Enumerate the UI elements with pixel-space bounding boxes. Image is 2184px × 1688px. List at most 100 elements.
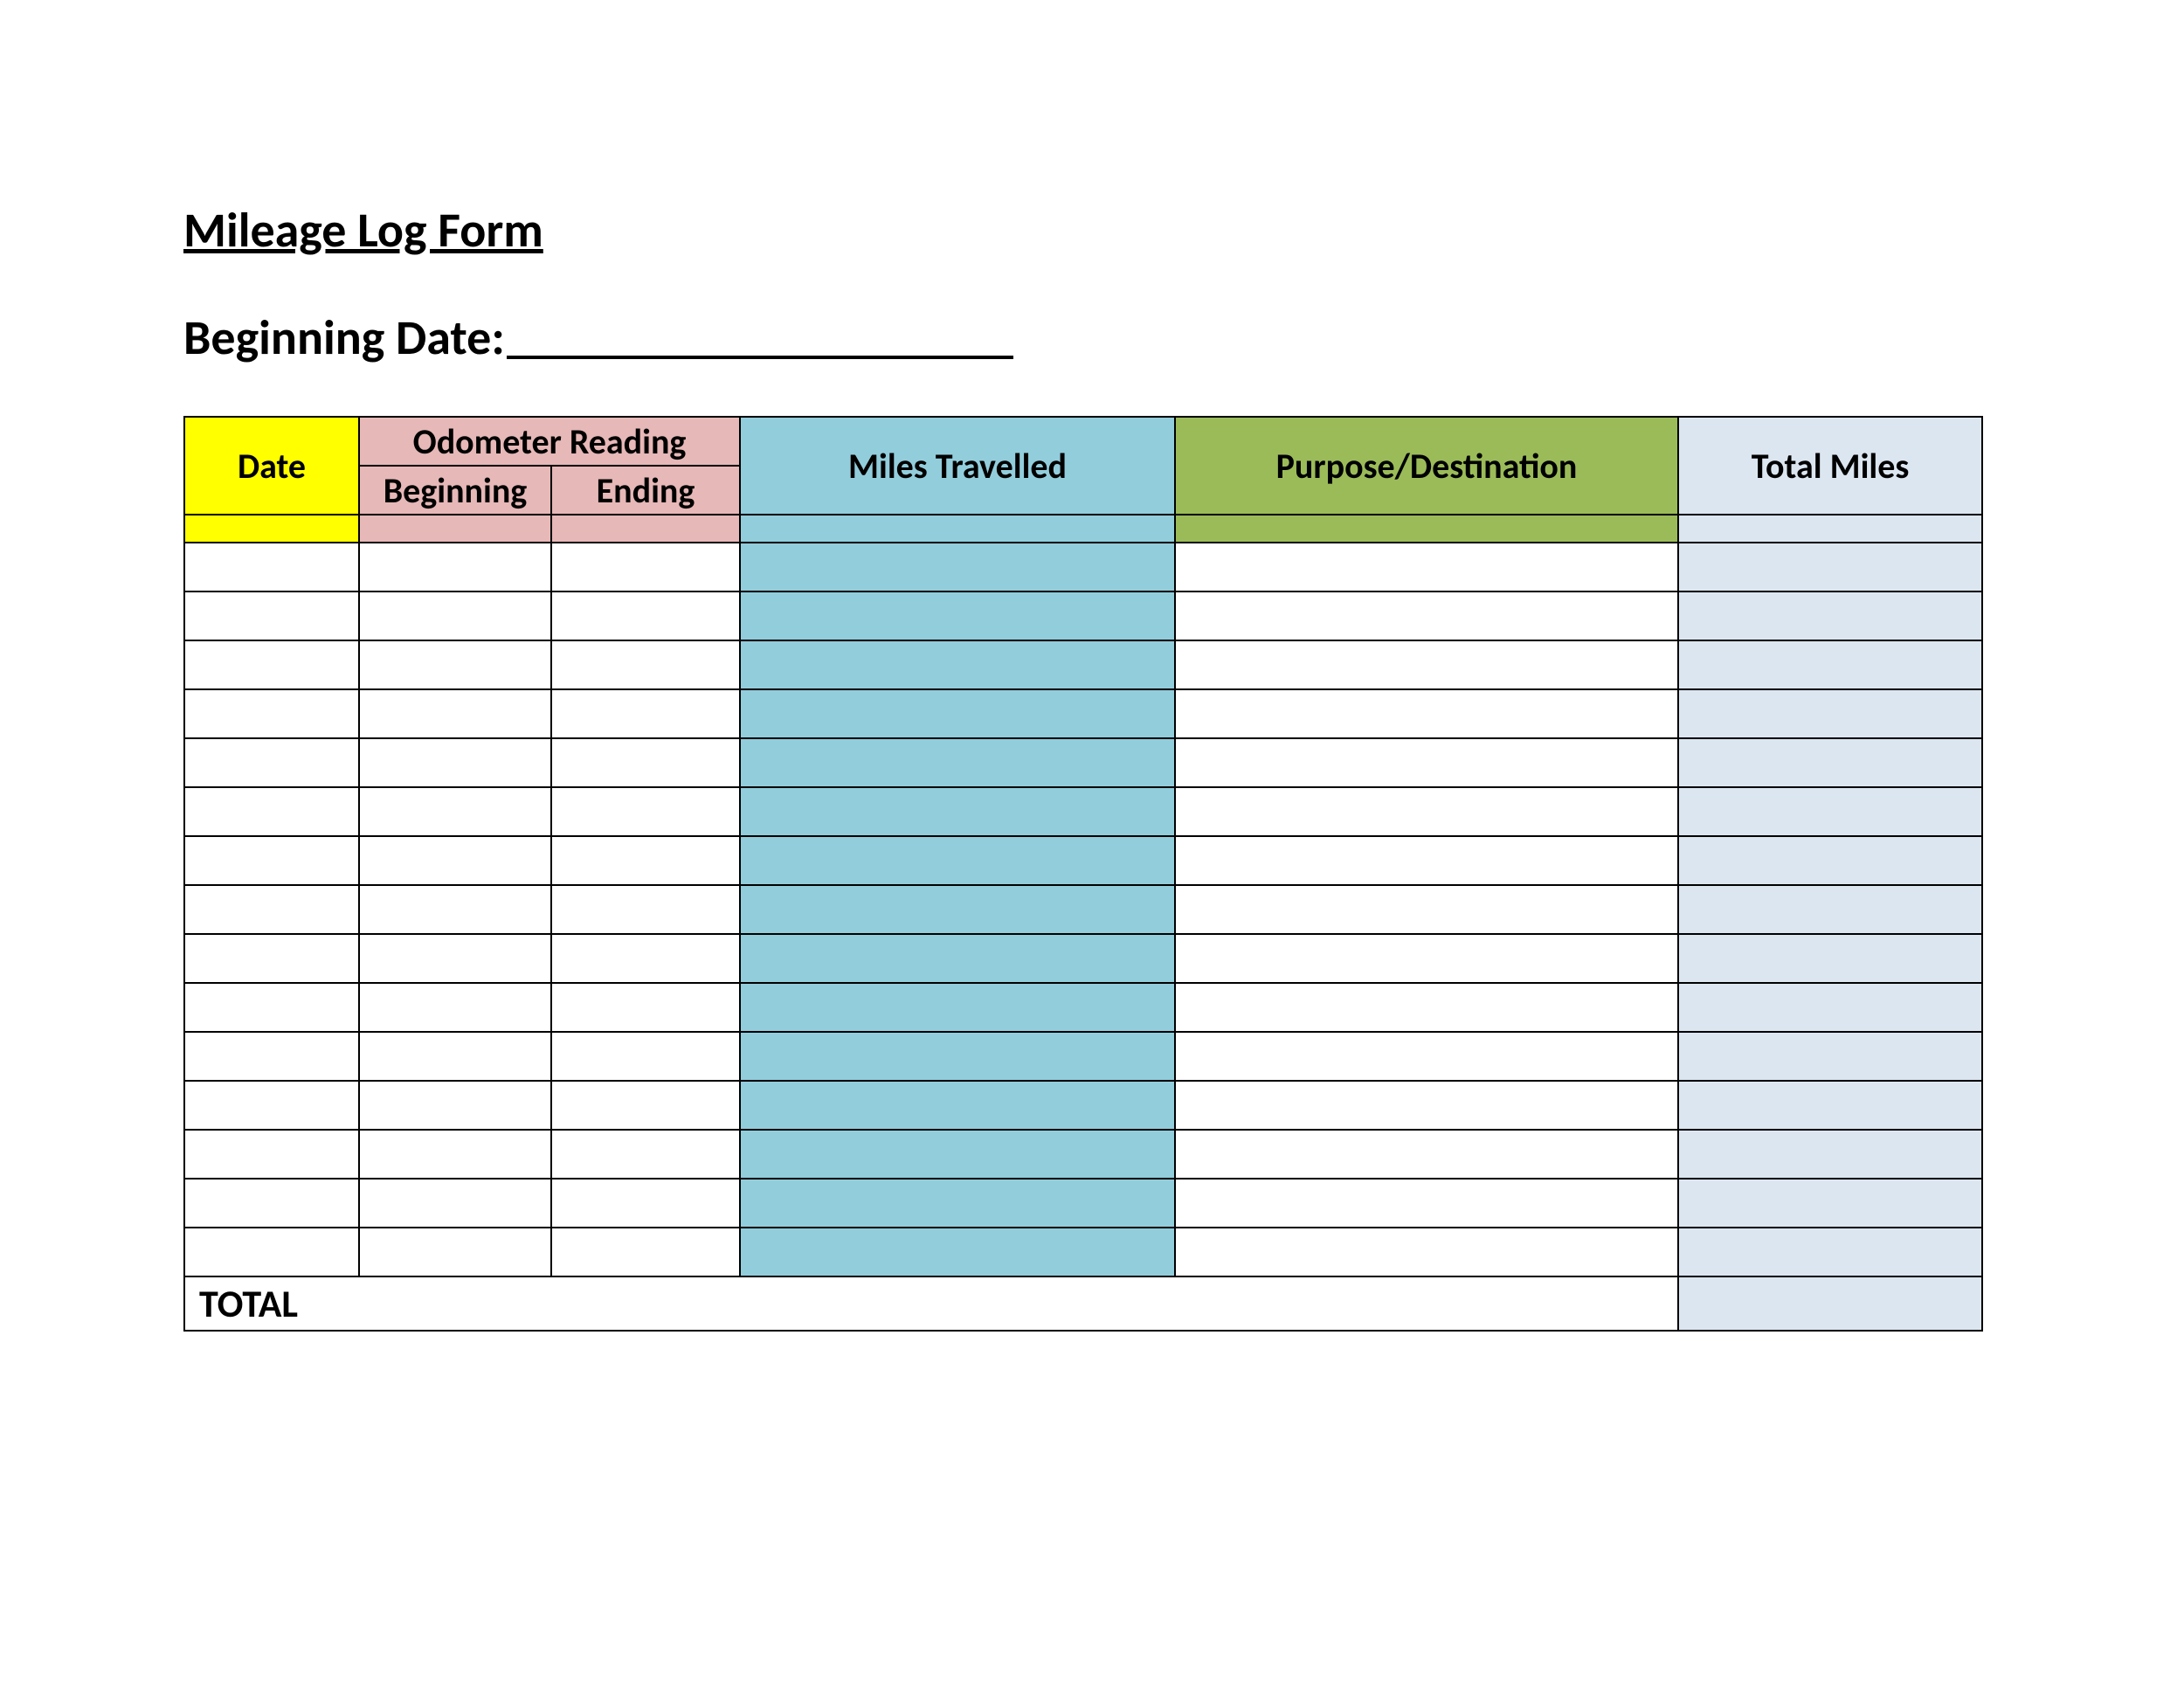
table-header: Date Odometer Reading Miles Travelled Pu… [184,417,1982,543]
cell-total-miles[interactable] [1678,787,1982,836]
cell-ending[interactable] [551,738,740,787]
cell-purpose-destination[interactable] [1175,543,1678,591]
cell-total-miles[interactable] [1678,934,1982,983]
cell-beginning[interactable] [359,1032,551,1081]
cell-total-miles[interactable] [1678,1032,1982,1081]
cell-miles-travelled[interactable] [740,836,1175,885]
cell-miles-travelled[interactable] [740,543,1175,591]
header-total-miles: Total Miles [1678,417,1982,515]
cell-ending[interactable] [551,543,740,591]
cell-total-miles[interactable] [1678,1228,1982,1276]
cell-date[interactable] [184,1179,359,1228]
cell-date[interactable] [184,836,359,885]
cell-ending[interactable] [551,787,740,836]
cell-miles-travelled[interactable] [740,983,1175,1032]
cell-miles-travelled[interactable] [740,689,1175,738]
cell-beginning[interactable] [359,1228,551,1276]
cell-total-miles[interactable] [1678,640,1982,689]
cell-miles-travelled[interactable] [740,787,1175,836]
cell-ending[interactable] [551,1032,740,1081]
cell-beginning[interactable] [359,836,551,885]
cell-total-miles[interactable] [1678,591,1982,640]
cell-purpose-destination[interactable] [1175,689,1678,738]
cell-miles-travelled[interactable] [740,1032,1175,1081]
cell-date[interactable] [184,591,359,640]
filler-date [184,515,359,543]
cell-ending[interactable] [551,983,740,1032]
cell-ending[interactable] [551,640,740,689]
cell-date[interactable] [184,787,359,836]
cell-miles-travelled[interactable] [740,885,1175,934]
cell-date[interactable] [184,543,359,591]
cell-miles-travelled[interactable] [740,640,1175,689]
cell-miles-travelled[interactable] [740,1228,1175,1276]
cell-date[interactable] [184,885,359,934]
cell-purpose-destination[interactable] [1175,787,1678,836]
cell-beginning[interactable] [359,689,551,738]
cell-purpose-destination[interactable] [1175,591,1678,640]
cell-ending[interactable] [551,1130,740,1179]
cell-total-miles[interactable] [1678,738,1982,787]
total-label-cell: TOTAL [184,1276,1678,1331]
table-row [184,640,1982,689]
cell-total-miles[interactable] [1678,1130,1982,1179]
cell-purpose-destination[interactable] [1175,640,1678,689]
cell-beginning[interactable] [359,591,551,640]
cell-purpose-destination[interactable] [1175,885,1678,934]
cell-beginning[interactable] [359,787,551,836]
cell-purpose-destination[interactable] [1175,1228,1678,1276]
cell-date[interactable] [184,1032,359,1081]
cell-total-miles[interactable] [1678,543,1982,591]
cell-purpose-destination[interactable] [1175,1032,1678,1081]
cell-purpose-destination[interactable] [1175,738,1678,787]
cell-total-miles[interactable] [1678,836,1982,885]
cell-ending[interactable] [551,591,740,640]
cell-date[interactable] [184,934,359,983]
cell-date[interactable] [184,1130,359,1179]
table-row [184,689,1982,738]
header-purpose-destination: Purpose/Destination [1175,417,1678,515]
table-row [184,1081,1982,1130]
cell-ending[interactable] [551,1081,740,1130]
cell-purpose-destination[interactable] [1175,1179,1678,1228]
cell-total-miles[interactable] [1678,983,1982,1032]
cell-ending[interactable] [551,1179,740,1228]
cell-miles-travelled[interactable] [740,738,1175,787]
cell-total-miles[interactable] [1678,885,1982,934]
cell-purpose-destination[interactable] [1175,1081,1678,1130]
cell-date[interactable] [184,983,359,1032]
cell-ending[interactable] [551,836,740,885]
cell-date[interactable] [184,1228,359,1276]
cell-beginning[interactable] [359,1130,551,1179]
cell-total-miles[interactable] [1678,689,1982,738]
cell-miles-travelled[interactable] [740,591,1175,640]
cell-purpose-destination[interactable] [1175,934,1678,983]
cell-ending[interactable] [551,689,740,738]
cell-beginning[interactable] [359,738,551,787]
cell-purpose-destination[interactable] [1175,1130,1678,1179]
cell-ending[interactable] [551,934,740,983]
cell-beginning[interactable] [359,885,551,934]
cell-beginning[interactable] [359,1081,551,1130]
cell-miles-travelled[interactable] [740,934,1175,983]
cell-beginning[interactable] [359,640,551,689]
cell-date[interactable] [184,1081,359,1130]
cell-beginning[interactable] [359,934,551,983]
cell-purpose-destination[interactable] [1175,836,1678,885]
beginning-date-line[interactable] [507,356,1013,359]
cell-purpose-destination[interactable] [1175,983,1678,1032]
cell-ending[interactable] [551,885,740,934]
cell-date[interactable] [184,738,359,787]
cell-ending[interactable] [551,1228,740,1276]
cell-date[interactable] [184,689,359,738]
cell-date[interactable] [184,640,359,689]
cell-total-miles[interactable] [1678,1179,1982,1228]
cell-beginning[interactable] [359,983,551,1032]
cell-miles-travelled[interactable] [740,1179,1175,1228]
cell-miles-travelled[interactable] [740,1130,1175,1179]
cell-miles-travelled[interactable] [740,1081,1175,1130]
cell-beginning[interactable] [359,543,551,591]
cell-total-miles[interactable] [1678,1081,1982,1130]
header-ending: Ending [551,466,740,515]
cell-beginning[interactable] [359,1179,551,1228]
